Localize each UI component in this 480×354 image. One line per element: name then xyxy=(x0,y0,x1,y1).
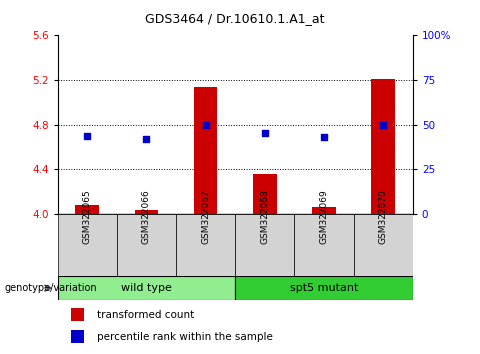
Text: GSM322066: GSM322066 xyxy=(142,189,151,244)
Text: GSM322070: GSM322070 xyxy=(379,189,388,244)
Bar xyxy=(75,205,99,214)
Bar xyxy=(176,214,235,276)
Bar xyxy=(58,214,117,276)
Point xyxy=(202,122,209,127)
Bar xyxy=(294,214,354,276)
Bar xyxy=(134,210,158,214)
Point xyxy=(379,122,387,127)
Bar xyxy=(372,79,395,214)
Text: spt5 mutant: spt5 mutant xyxy=(290,283,358,293)
Bar xyxy=(71,308,84,321)
Text: GSM322069: GSM322069 xyxy=(320,189,328,244)
Text: transformed count: transformed count xyxy=(97,310,195,320)
Point xyxy=(143,137,150,142)
Bar xyxy=(71,331,84,343)
Text: GSM322067: GSM322067 xyxy=(201,189,210,244)
Point xyxy=(320,134,328,140)
Bar xyxy=(117,214,176,276)
Bar xyxy=(194,87,217,214)
Text: GSM322065: GSM322065 xyxy=(83,189,92,244)
Bar xyxy=(354,214,413,276)
Text: percentile rank within the sample: percentile rank within the sample xyxy=(97,332,273,342)
Bar xyxy=(253,174,276,214)
Text: GDS3464 / Dr.10610.1.A1_at: GDS3464 / Dr.10610.1.A1_at xyxy=(145,12,325,25)
Point xyxy=(84,133,91,139)
Bar xyxy=(235,276,413,300)
Text: wild type: wild type xyxy=(121,283,172,293)
Bar xyxy=(235,214,294,276)
Text: GSM322068: GSM322068 xyxy=(260,189,269,244)
Point xyxy=(261,130,269,136)
Text: genotype/variation: genotype/variation xyxy=(5,283,97,293)
Bar xyxy=(58,276,235,300)
Bar xyxy=(312,207,336,214)
